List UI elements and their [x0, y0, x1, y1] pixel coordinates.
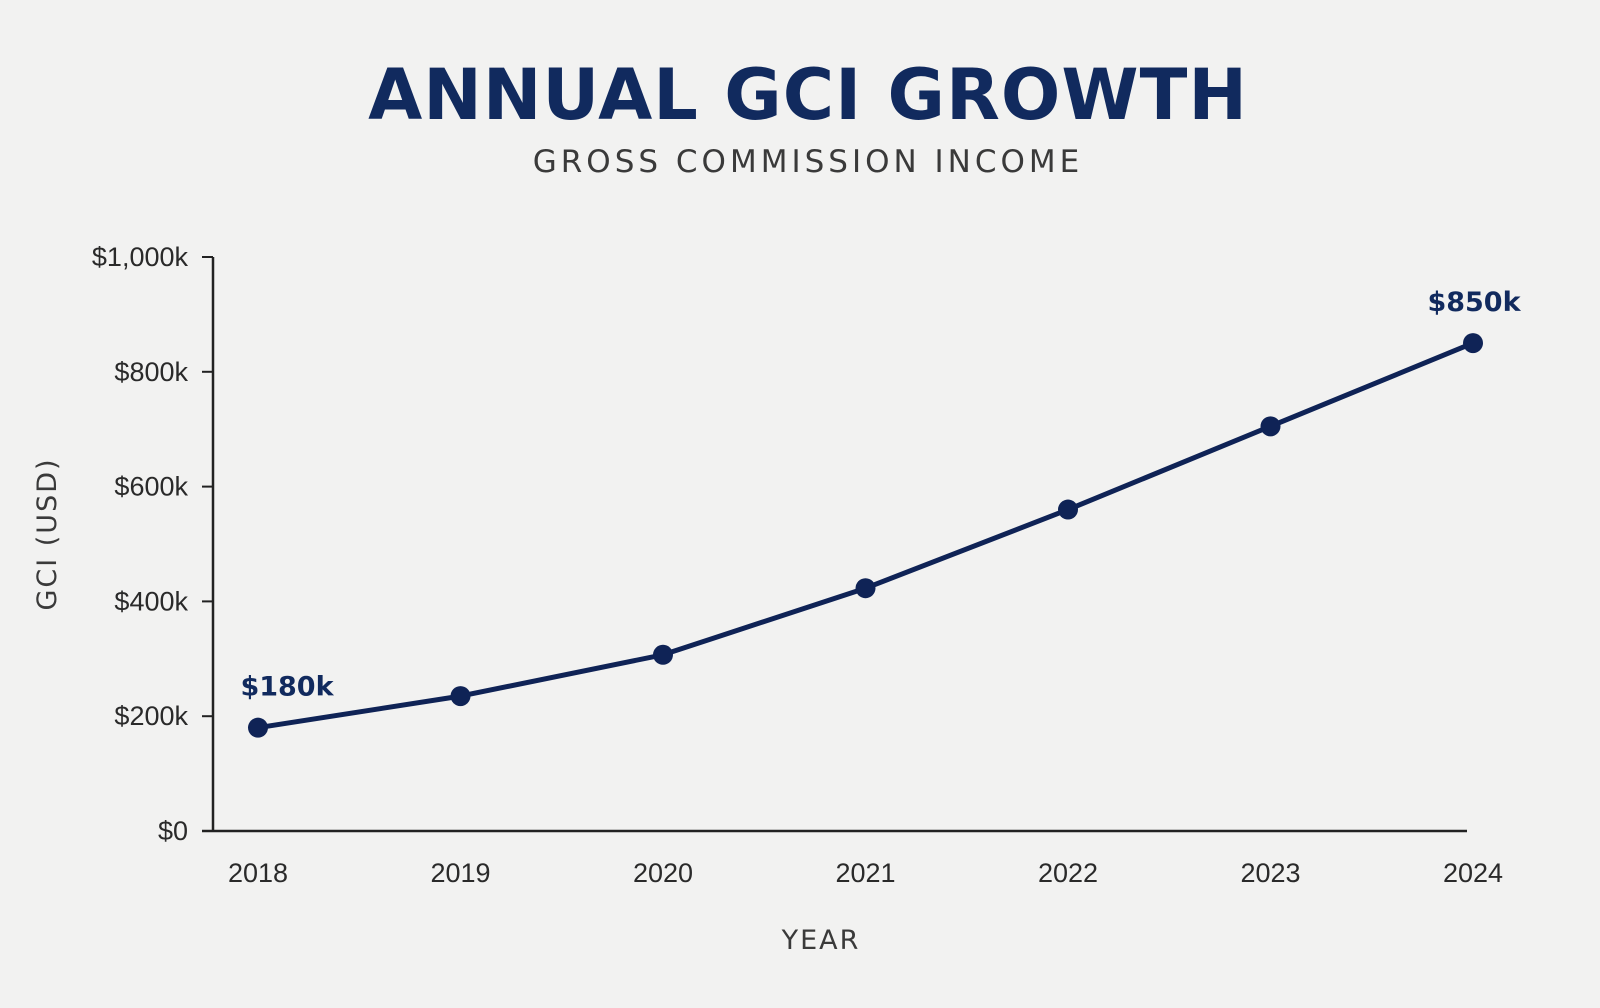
- data-point-2023: [1260, 416, 1281, 437]
- x-tick-label: 2020: [633, 858, 693, 888]
- x-ticks: 2018 2019 2020 2021 2022 2023 2024: [228, 858, 1503, 888]
- x-tick-label: 2023: [1240, 858, 1300, 888]
- y-axis-title: GCI (USD): [32, 457, 63, 610]
- y-axis-title-group: GCI (USD): [32, 457, 63, 610]
- data-point-2020: [653, 644, 673, 665]
- x-tick-label: 2022: [1038, 858, 1098, 888]
- y-tick-label: $600k: [114, 472, 188, 502]
- y-tick-label: $0: [158, 816, 188, 846]
- data-label-2018: $180k: [240, 672, 334, 703]
- data-labels: $180k $850k: [240, 287, 1521, 703]
- y-tick-label: $400k: [114, 586, 188, 616]
- x-axis-title: YEAR: [781, 925, 861, 956]
- series-line: [255, 340, 1476, 731]
- x-tick-label: 2019: [430, 858, 490, 888]
- chart-subtitle: GROSS COMMISSION INCOME: [533, 144, 1084, 180]
- chart-title: ANNUAL GCI GROWTH: [368, 54, 1248, 136]
- data-point-2021: [855, 578, 876, 599]
- data-points: [248, 333, 1483, 738]
- y-ticks: $0 $200k $400k $600k $800k $1,000k: [92, 242, 213, 846]
- data-point-2018: [248, 717, 268, 738]
- data-point-2022: [1058, 499, 1078, 520]
- data-point-2024: [1463, 333, 1483, 354]
- x-tick-label: 2018: [228, 858, 288, 888]
- y-tick-label: $1,000k: [92, 242, 189, 272]
- data-label-2024: $850k: [1427, 287, 1521, 318]
- y-tick-label: $200k: [114, 701, 188, 731]
- x-tick-label: 2021: [835, 858, 895, 888]
- x-tick-label: 2024: [1443, 858, 1503, 888]
- data-point-2019: [450, 686, 471, 707]
- y-tick-label: $800k: [114, 357, 188, 387]
